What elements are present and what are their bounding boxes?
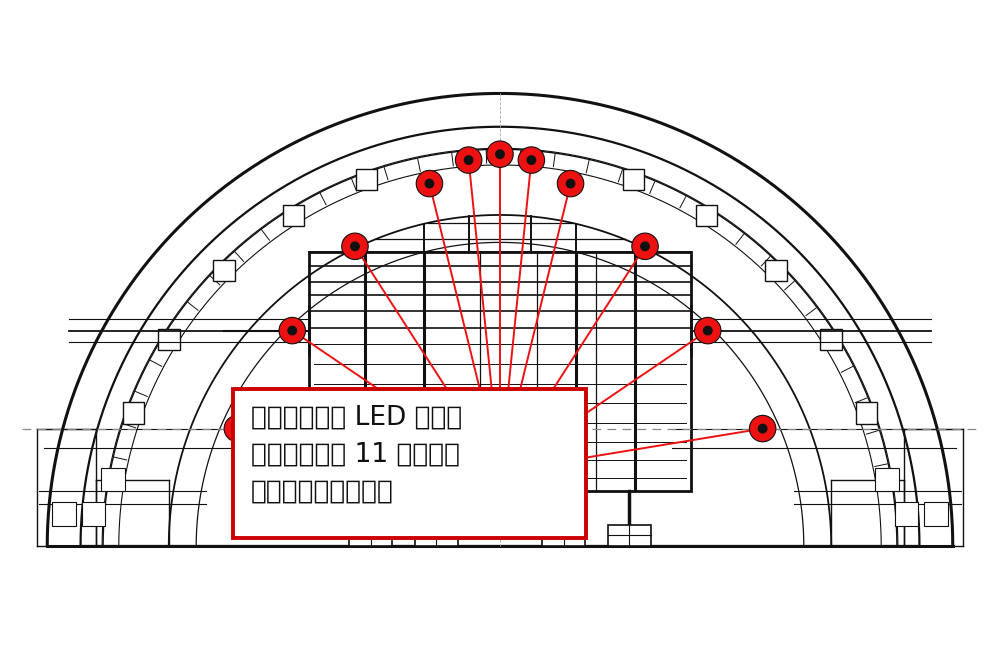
Bar [895,502,918,525]
Bar [875,468,899,491]
Bar [856,402,877,423]
Circle shape [288,326,296,335]
Circle shape [758,424,767,433]
Bar [309,252,691,491]
Circle shape [224,415,251,442]
Bar [542,525,585,546]
Bar [696,204,717,226]
Bar [283,204,304,226]
Bar [924,502,948,525]
Circle shape [496,150,504,158]
Bar [765,259,787,281]
Bar [356,169,377,190]
Circle shape [455,147,482,174]
Bar [415,525,458,546]
Circle shape [425,180,434,188]
Bar [820,329,842,350]
Circle shape [641,242,649,251]
Bar [623,169,644,190]
Circle shape [351,242,359,251]
Bar [101,468,125,491]
Circle shape [233,424,242,433]
Circle shape [557,170,584,197]
Bar [349,525,392,546]
Circle shape [527,156,536,164]
Bar [82,502,105,525]
Circle shape [632,233,658,259]
Circle shape [518,147,545,174]
Bar [608,525,651,546]
Bar [123,402,144,423]
Circle shape [279,318,305,344]
Bar [233,389,586,539]
Text: 照度センサと LED 照明を
アーチ方向に 11 セット、
５つの横断面に設置: 照度センサと LED 照明を アーチ方向に 11 セット、 ５つの横断面に設置 [251,404,462,504]
Circle shape [416,170,443,197]
Bar [213,259,235,281]
Circle shape [704,326,712,335]
Circle shape [566,180,575,188]
Bar [158,329,180,350]
Circle shape [695,318,721,344]
Circle shape [749,415,776,442]
Circle shape [342,233,368,259]
Circle shape [487,141,513,168]
Bar [52,502,76,525]
Circle shape [464,156,473,164]
